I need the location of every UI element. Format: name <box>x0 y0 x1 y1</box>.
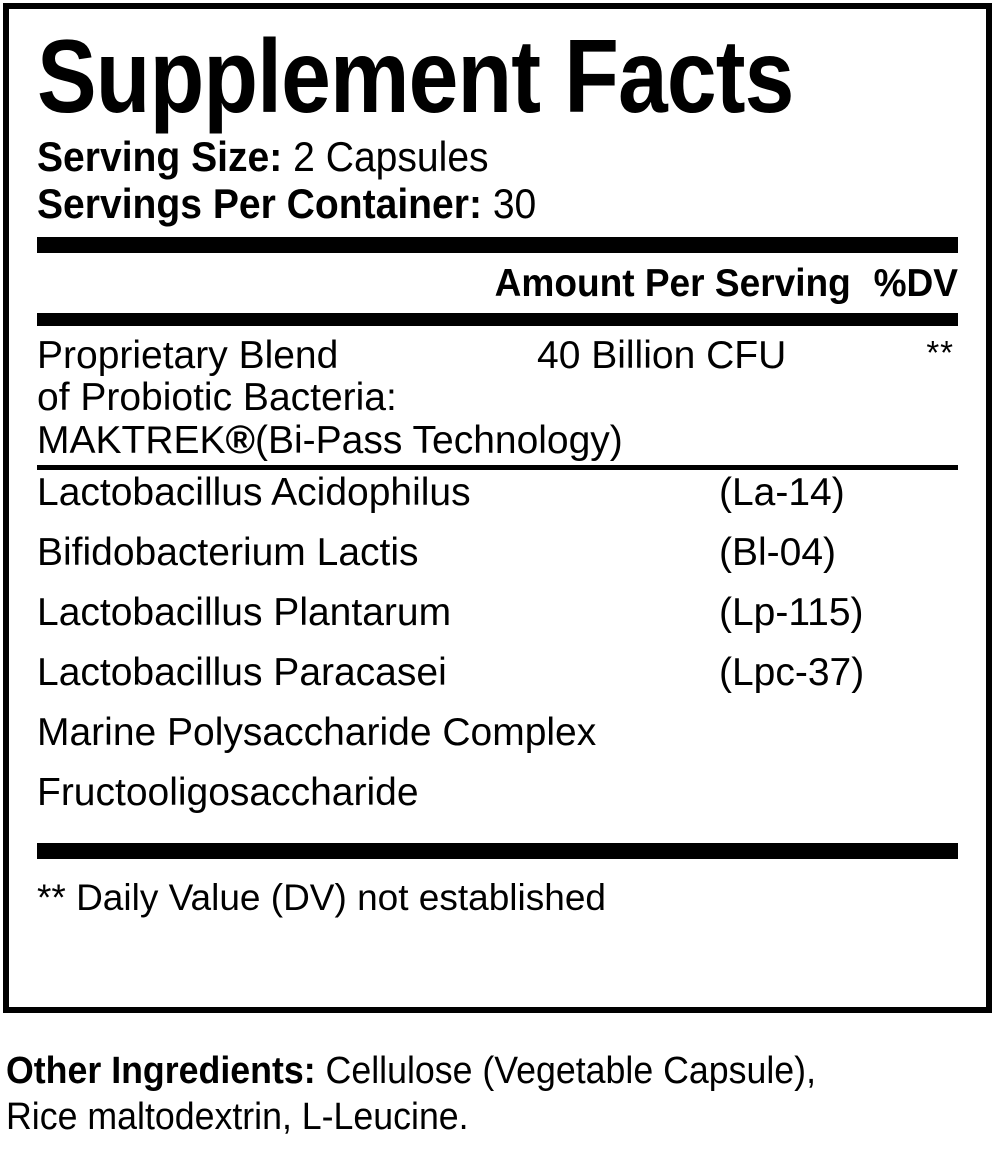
page-title: Supplement Facts <box>37 19 794 135</box>
column-header-percent-dv: %DV <box>873 262 958 306</box>
strain-code: (Lpc-37) <box>719 651 865 695</box>
serving-size-label: Serving Size: <box>37 133 283 180</box>
strain-list: Lactobacillus Acidophilus (La-14) Bifido… <box>37 470 958 833</box>
proprietary-blend-name-line3: MAKTREK®(Bi-Pass Technology) <box>37 417 958 462</box>
proprietary-blend-dv: ** <box>926 334 954 372</box>
strain-name: Lactobacillus Plantarum <box>37 591 452 635</box>
strain-code: (Lp-115) <box>719 591 864 635</box>
other-ingredients-label: Other Ingredients: <box>6 1050 316 1092</box>
other-ingredients-text-line2: Rice maltodextrin, L-Leucine. <box>6 1096 469 1139</box>
column-header-amount-per-serving: Amount Per Serving <box>494 262 851 306</box>
supplement-facts-panel: Supplement Facts Serving Size: 2 Capsule… <box>3 3 992 1013</box>
column-header-row: Amount Per Serving %DV <box>83 253 958 313</box>
strain-code: (La-14) <box>719 471 845 515</box>
proprietary-blend-row: Proprietary Blend 40 Billion CFU ** <box>37 335 958 377</box>
strain-row: Lactobacillus Plantarum (Lp-115) <box>37 593 958 653</box>
proprietary-blend-name-line1: Proprietary Blend <box>37 334 339 378</box>
serving-size-value: 2 Capsules <box>293 133 489 180</box>
daily-value-footnote: ** Daily Value (DV) not established <box>37 877 606 919</box>
maktrek-wordmark: MAKTREK <box>37 418 226 462</box>
proprietary-blend-block: Proprietary Blend 40 Billion CFU ** of P… <box>37 326 958 465</box>
supplement-facts-inner: Supplement Facts Serving Size: 2 Capsule… <box>9 25 986 1023</box>
strain-code: (Bl-04) <box>719 531 837 575</box>
other-ingredients-section: Other Ingredients: Cellulose (Vegetable … <box>6 1048 1000 1141</box>
strain-row: Lactobacillus Acidophilus (La-14) <box>37 473 958 533</box>
servings-per-container-value: 30 <box>492 180 537 228</box>
strain-name: Lactobacillus Acidophilus <box>37 471 471 515</box>
divider-thick-top <box>37 237 958 254</box>
divider-above-strains <box>37 465 958 471</box>
strain-name: Bifidobacterium Lactis <box>37 531 419 575</box>
servings-per-container-label: Servings Per Container: <box>37 180 482 228</box>
ingredient-row: Fructooligosaccharide <box>37 771 419 815</box>
strain-name: Lactobacillus Paracasei <box>37 651 447 695</box>
servings-per-container-line: Servings Per Container: 30 <box>37 180 894 227</box>
divider-below-column-header <box>37 313 958 327</box>
other-ingredients-text-line1: Cellulose (Vegetable Capsule), <box>325 1050 817 1092</box>
other-ingredients-line1: Other Ingredients: Cellulose (Vegetable … <box>6 1048 816 1094</box>
ingredient-row: Marine Polysaccharide Complex <box>37 711 597 755</box>
bi-pass-technology-note: (Bi-Pass Technology) <box>255 418 623 462</box>
registered-trademark-icon: ® <box>225 417 256 462</box>
strain-row: Bifidobacterium Lactis (Bl-04) <box>37 533 958 593</box>
serving-size-line: Serving Size: 2 Capsules <box>37 133 894 180</box>
proprietary-blend-name-line2: of Probiotic Bacteria: <box>37 375 397 419</box>
proprietary-blend-amount: 40 Billion CFU <box>537 334 787 378</box>
divider-above-footnote <box>37 843 958 860</box>
strain-row: Lactobacillus Paracasei (Lpc-37) <box>37 653 958 713</box>
